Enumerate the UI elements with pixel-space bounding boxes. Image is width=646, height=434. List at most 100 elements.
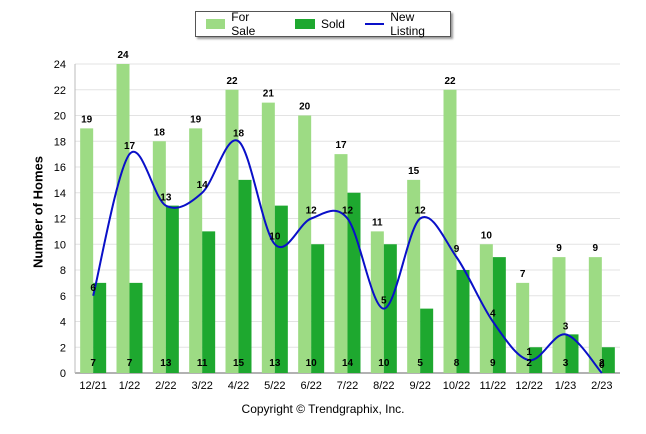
new-listing-data-label: 12 bbox=[415, 206, 427, 217]
sold-bar bbox=[129, 282, 143, 373]
x-tick-label: 5/22 bbox=[264, 380, 285, 392]
new-listing-line bbox=[92, 139, 603, 374]
x-tick-label: 11/22 bbox=[479, 380, 506, 392]
sold-data-label: 2 bbox=[526, 358, 532, 369]
y-tick-label: 14 bbox=[54, 188, 66, 200]
sold-swatch bbox=[294, 19, 315, 29]
y-tick-label: 20 bbox=[54, 111, 66, 123]
new-listing-data-label: 1 bbox=[526, 347, 532, 358]
for-sale-bar bbox=[552, 257, 566, 373]
sold-bar bbox=[165, 205, 179, 373]
for-sale-data-label: 20 bbox=[299, 102, 311, 113]
sold-data-label: 15 bbox=[233, 358, 245, 369]
y-tick-label: 24 bbox=[54, 59, 66, 71]
y-tick-label: 16 bbox=[54, 162, 66, 174]
y-tick-label: 4 bbox=[60, 317, 66, 329]
new-listing-swatch bbox=[364, 23, 385, 25]
sold-bar bbox=[456, 270, 470, 373]
sold-bar bbox=[529, 347, 543, 373]
x-tick-label: 7/22 bbox=[337, 380, 358, 392]
x-tick-label: 1/23 bbox=[555, 380, 576, 392]
x-tick-label: 2/23 bbox=[591, 380, 612, 392]
for-sale-swatch bbox=[206, 19, 226, 29]
for-sale-bar bbox=[152, 141, 166, 373]
legend-item-sold: Sold bbox=[294, 17, 345, 31]
for-sale-bar bbox=[479, 244, 493, 373]
for-sale-bar bbox=[116, 64, 130, 373]
for-sale-data-label: 17 bbox=[335, 140, 347, 151]
sold-data-label: 10 bbox=[378, 358, 390, 369]
for-sale-bar bbox=[443, 89, 457, 373]
for-sale-data-label: 19 bbox=[190, 114, 202, 125]
y-tick-label: 8 bbox=[60, 265, 66, 277]
new-listing-data-label: 9 bbox=[454, 244, 460, 255]
new-listing-data-label: 18 bbox=[233, 128, 245, 139]
legend-label-for-sale: For Sale bbox=[231, 10, 256, 38]
sold-data-label: 3 bbox=[563, 358, 569, 369]
sold-bar bbox=[420, 308, 434, 373]
x-tick-label: 2/22 bbox=[155, 380, 176, 392]
for-sale-data-label: 7 bbox=[520, 269, 526, 280]
for-sale-bar bbox=[334, 154, 348, 373]
for-sale-data-label: 21 bbox=[263, 89, 275, 100]
sold-bar bbox=[347, 192, 361, 373]
new-listing-data-label: 12 bbox=[342, 206, 354, 217]
new-listing-data-label: 14 bbox=[197, 180, 209, 191]
y-tick-label: 10 bbox=[54, 239, 66, 251]
for-sale-data-label: 22 bbox=[444, 76, 456, 87]
sold-bar bbox=[311, 244, 325, 373]
for-sale-data-label: 10 bbox=[481, 230, 493, 241]
new-listing-data-label: 13 bbox=[160, 193, 172, 204]
new-listing-data-label: 6 bbox=[90, 283, 96, 294]
for-sale-bar bbox=[261, 102, 275, 373]
sold-bar bbox=[202, 231, 216, 373]
sold-bar bbox=[383, 244, 397, 373]
sold-data-label: 7 bbox=[90, 358, 96, 369]
sold-data-label: 13 bbox=[160, 358, 172, 369]
y-tick-label: 12 bbox=[54, 214, 66, 226]
sold-data-label: 14 bbox=[342, 358, 354, 369]
copyright-footer: Copyright © Trendgraphix, Inc. bbox=[241, 402, 405, 416]
y-tick-label: 2 bbox=[60, 342, 66, 354]
for-sale-bar bbox=[407, 179, 421, 373]
x-tick-label: 12/22 bbox=[515, 380, 543, 392]
sold-data-label: 9 bbox=[490, 358, 496, 369]
new-listing-data-label: 10 bbox=[269, 231, 281, 242]
sold-data-label: 8 bbox=[454, 358, 460, 369]
sold-bar bbox=[601, 347, 615, 373]
legend: For Sale Sold New Listing bbox=[195, 10, 451, 38]
for-sale-data-label: 19 bbox=[81, 114, 93, 125]
sold-bar bbox=[492, 257, 506, 373]
for-sale-data-label: 9 bbox=[593, 243, 599, 254]
sold-data-label: 13 bbox=[269, 358, 281, 369]
legend-item-for-sale: For Sale bbox=[206, 10, 275, 38]
x-tick-label: 8/22 bbox=[373, 380, 394, 392]
for-sale-data-label: 18 bbox=[154, 127, 166, 138]
for-sale-data-label: 15 bbox=[408, 166, 420, 177]
new-listing-data-label: 0 bbox=[599, 360, 605, 371]
for-sale-bar bbox=[516, 282, 530, 373]
for-sale-bar bbox=[298, 115, 312, 373]
y-axis-label: Number of Homes bbox=[30, 156, 46, 268]
new-listing-data-label: 17 bbox=[124, 141, 136, 152]
for-sale-bar bbox=[189, 128, 203, 373]
y-tick-label: 18 bbox=[54, 136, 66, 148]
y-tick-label: 6 bbox=[60, 291, 66, 303]
for-sale-bar bbox=[588, 257, 602, 373]
for-sale-bar bbox=[80, 128, 94, 373]
new-listing-data-label: 3 bbox=[563, 321, 569, 332]
legend-label-sold: Sold bbox=[320, 17, 345, 31]
x-tick-label: 6/22 bbox=[300, 380, 321, 392]
for-sale-data-label: 22 bbox=[226, 76, 238, 87]
new-listing-data-label: 5 bbox=[381, 296, 387, 307]
sold-data-label: 5 bbox=[417, 358, 423, 369]
for-sale-data-label: 9 bbox=[556, 243, 562, 254]
new-listing-data-label: 4 bbox=[490, 309, 496, 320]
sold-data-label: 10 bbox=[306, 358, 318, 369]
sold-data-label: 2 bbox=[599, 358, 605, 369]
y-tick-label: 22 bbox=[54, 85, 66, 97]
x-tick-label: 4/22 bbox=[228, 380, 249, 392]
x-tick-label: 12/21 bbox=[79, 380, 107, 392]
sold-data-label: 7 bbox=[127, 358, 133, 369]
